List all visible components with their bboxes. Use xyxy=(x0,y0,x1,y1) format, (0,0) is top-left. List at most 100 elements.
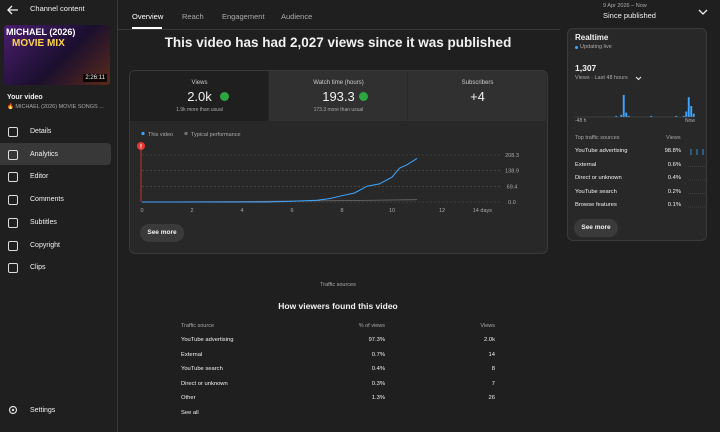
metric-tab[interactable]: Subscribers +4 xyxy=(408,71,547,121)
y-tick-label: 208.3 xyxy=(505,153,519,159)
nav-icon xyxy=(8,241,18,251)
metric-up-icon xyxy=(358,92,368,101)
series-line xyxy=(142,157,418,203)
nav-icon xyxy=(8,263,18,273)
nav-highlight xyxy=(0,143,111,165)
source-share: 0.4% xyxy=(667,175,681,181)
source-share: 0.6% xyxy=(667,161,681,168)
metric-note: 173.3 more than usual xyxy=(313,107,364,113)
see-more[interactable] xyxy=(140,224,184,242)
nav-settings[interactable]: Settings xyxy=(30,407,56,414)
tab-rule xyxy=(118,29,560,30)
table-cell: 14 xyxy=(488,351,495,358)
sources-views-header: Views xyxy=(666,135,681,141)
realtime-see-more[interactable] xyxy=(574,219,618,237)
tab[interactable]: Overview xyxy=(132,12,164,21)
thumb-line1: MICHAEL (2026) xyxy=(6,27,76,37)
table-cell: 0.4% xyxy=(371,366,385,372)
thumbnail[interactable]: MICHAEL (2026) MOVIE MIX 2:26:11 xyxy=(4,25,110,85)
source-share: 0.2% xyxy=(667,188,681,195)
realtime-bar xyxy=(685,111,688,117)
x-tick-label: 12 xyxy=(439,208,445,214)
source-share: 98.8% xyxy=(664,148,681,154)
realtime-bar xyxy=(687,97,690,117)
video-title: 🔥 MICHAEL (2026) MOVIE SONGS ... xyxy=(7,104,104,110)
source-name: Browse features xyxy=(575,202,617,208)
table-header: Views xyxy=(480,323,495,329)
nav-item[interactable]: Details xyxy=(30,127,52,135)
table-cell: Direct or unknown xyxy=(181,380,228,387)
see-more-label: See more xyxy=(147,229,177,236)
table-cell: Other xyxy=(181,395,196,401)
source-name: YouTube search xyxy=(575,188,617,195)
realtime-start: -48 h xyxy=(575,118,587,124)
realtime-bar xyxy=(682,115,685,117)
realtime-status: Updating live xyxy=(580,44,612,50)
tab-underline xyxy=(132,27,162,29)
realtime-bar xyxy=(625,112,628,117)
duration: 2:26:11 xyxy=(83,74,107,82)
thumb-line2: MOVIE MIX xyxy=(12,38,65,49)
sources-title: Top traffic sources xyxy=(575,135,620,141)
tab[interactable]: Reach xyxy=(182,12,204,21)
x-tick-label: 8 xyxy=(340,208,343,214)
period-chevron xyxy=(635,76,642,81)
source-name: YouTube advertising xyxy=(575,148,628,154)
see-all[interactable]: See all xyxy=(181,410,199,416)
publish-marker xyxy=(137,142,145,150)
realtime-bar xyxy=(620,114,623,117)
table-cell: YouTube advertising xyxy=(181,337,234,343)
metric-label: Watch time (hours) xyxy=(313,80,364,86)
realtime-bar xyxy=(627,115,630,117)
realtime-bar xyxy=(615,115,618,117)
y-tick-label: 0.0 xyxy=(508,200,516,206)
table-cell: 0.7% xyxy=(371,351,385,358)
metric-tab[interactable]: Watch time (hours) 193.3 173.3 more than u… xyxy=(269,71,408,121)
y-tick-label: 138.9 xyxy=(505,169,519,175)
tab[interactable]: Audience xyxy=(281,12,313,21)
metric-label: Subscribers xyxy=(461,80,494,86)
source-share: 0.1% xyxy=(667,202,681,208)
nav-item[interactable]: Copyright xyxy=(30,241,60,249)
table-cell: YouTube search xyxy=(181,366,223,372)
table-cell: 1.3% xyxy=(371,395,385,401)
nav-item[interactable]: Comments xyxy=(30,195,64,203)
settings-icon xyxy=(8,405,18,415)
metric-note: 1.9k more than usual xyxy=(176,107,223,113)
chart-card: Views 2.0k 1.9k more than usual Watch time … xyxy=(129,70,548,254)
nav-icon xyxy=(8,195,18,205)
nav-item[interactable]: Subtitles xyxy=(30,218,57,226)
x-tick-label: 10 xyxy=(389,208,395,214)
source-name: External xyxy=(575,161,597,168)
x-tick-label: 6 xyxy=(290,208,293,214)
divider xyxy=(117,0,118,432)
realtime-see-more-label: See more xyxy=(581,224,611,231)
nav-item[interactable]: Editor xyxy=(30,172,49,180)
legend-label: Typical performance xyxy=(191,132,241,138)
realtime-bar xyxy=(692,113,695,117)
date-chevron[interactable] xyxy=(698,8,708,16)
table-cell: 0.3% xyxy=(371,380,385,387)
nav-icon xyxy=(8,172,18,182)
realtime-card xyxy=(567,28,707,241)
date-range: 9 Apr 2026 – Now xyxy=(603,3,647,9)
date-label[interactable]: Since published xyxy=(603,11,656,20)
x-tick-label: 2 xyxy=(190,208,193,214)
back-arrow[interactable] xyxy=(7,5,19,15)
x-tick-label: 0 xyxy=(140,208,143,214)
table-cell: 7 xyxy=(491,380,495,387)
realtime-period[interactable]: Views · Last 48 hours xyxy=(575,75,628,81)
nav-item[interactable]: Analytics xyxy=(30,150,59,158)
tab[interactable]: Engagement xyxy=(222,12,265,21)
traffic-title: How viewers found this video xyxy=(278,301,398,311)
nav-icon xyxy=(8,150,18,160)
sidebar-header: Channel content xyxy=(30,4,85,13)
nav-item[interactable]: Clips xyxy=(30,263,46,271)
traffic-section: Traffic sources xyxy=(320,282,356,288)
legend-label: This video xyxy=(148,132,173,138)
nav-icon xyxy=(8,218,18,228)
metric-tab[interactable]: Views 2.0k 1.9k more than usual xyxy=(130,71,269,121)
metric-value: +4 xyxy=(470,89,485,104)
nav-icon xyxy=(8,127,18,137)
